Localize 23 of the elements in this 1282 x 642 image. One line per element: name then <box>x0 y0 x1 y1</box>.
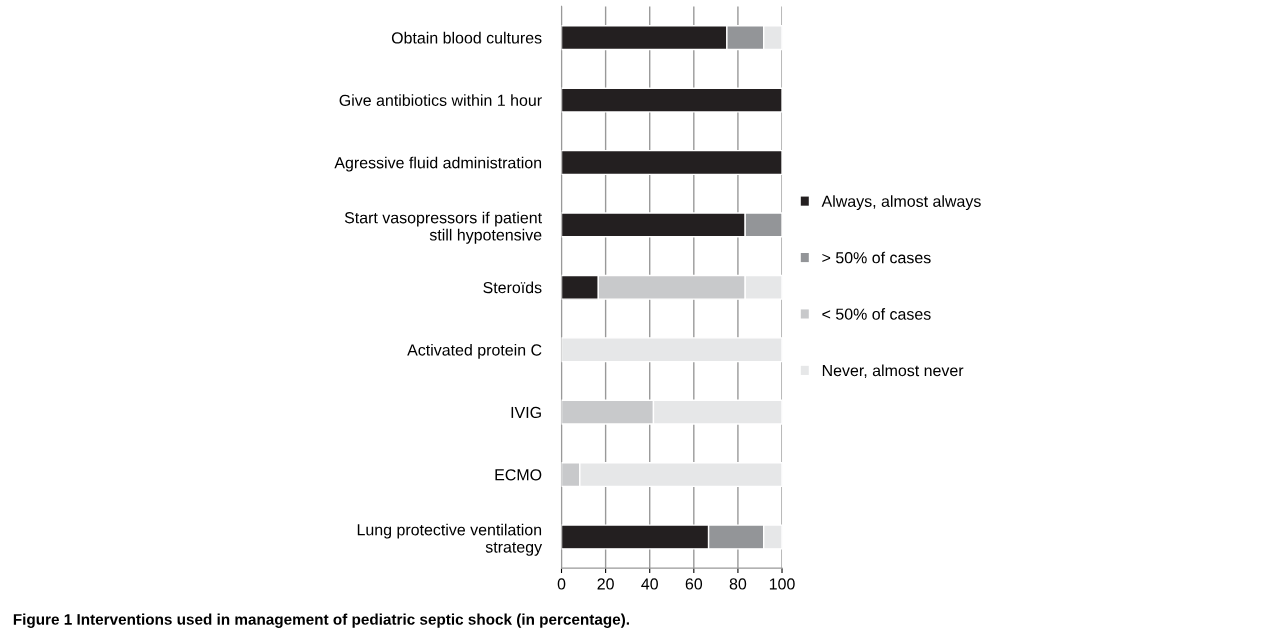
caption: Figure 1 Interventions used in management of pediatric septic shock (in percentage). <box>13 613 629 628</box>
y-tick-label: ECMO <box>495 469 542 481</box>
x-tick-label: 0 <box>557 578 566 590</box>
y-tick-label: Steroïds <box>483 281 542 294</box>
y-tick-label: Activated protein C <box>407 343 542 359</box>
y-tick-label: Agressive fluid administration <box>334 156 542 172</box>
y-tick-label: Obtain blood cultures <box>391 31 542 44</box>
legend-label: Never, almost never <box>822 364 964 379</box>
y-tick-label: Start vasopressors if patient still hypotensive <box>344 211 542 244</box>
bar <box>561 149 783 176</box>
legend-label: > 50% of cases <box>822 251 931 264</box>
legend-label: Always, almost always <box>821 195 981 211</box>
bar <box>561 337 783 363</box>
x-tick-label: 20 <box>597 578 614 590</box>
legend-label: < 50% of cases <box>822 308 931 320</box>
x-tick-label: 100 <box>769 578 795 590</box>
y-tick-label: IVIG <box>511 406 541 419</box>
y-tick-label: Lung protective ventilation strategy <box>357 523 543 556</box>
x-tick-label: 40 <box>641 578 658 590</box>
x-tick-label: 60 <box>685 578 703 590</box>
bar <box>561 87 783 113</box>
y-tick-label: Give antibiotics within 1 hour <box>339 94 542 106</box>
x-tick-label: 80 <box>729 578 747 590</box>
